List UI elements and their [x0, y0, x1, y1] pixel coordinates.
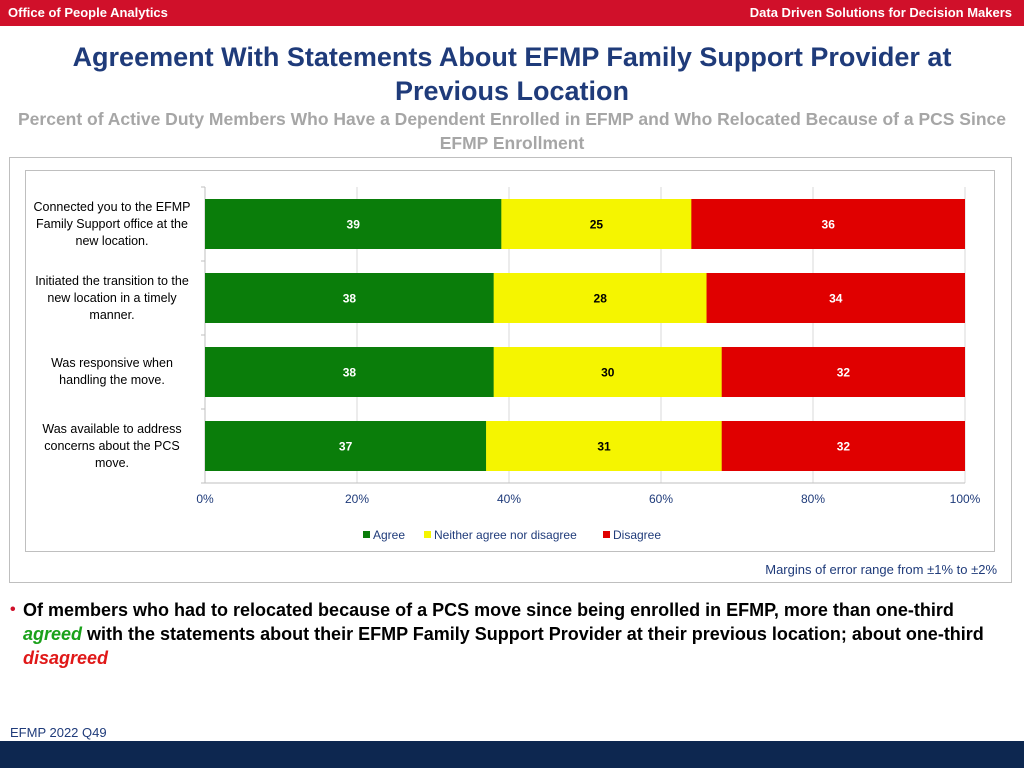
- data-label: 25: [590, 218, 604, 232]
- bar-segment-shade: [493, 347, 722, 397]
- legend-swatch: [603, 531, 610, 538]
- bar-segment-shade: [205, 273, 494, 323]
- finding-agreed: agreed: [23, 624, 83, 644]
- bar-segment-shade: [721, 347, 965, 397]
- legend-swatch: [363, 531, 370, 538]
- data-label: 39: [347, 218, 361, 232]
- key-finding-bullet: • Of members who had to relocated becaus…: [10, 598, 1014, 670]
- margin-of-error-note: Margins of error range from ±1% to ±2%: [765, 562, 997, 577]
- x-tick-label: 40%: [497, 492, 521, 506]
- bar-segment-shade: [205, 421, 487, 471]
- header-bar: Office of People Analytics Data Driven S…: [0, 0, 1024, 26]
- data-label: 30: [601, 366, 615, 380]
- bar-segment-shade: [706, 273, 965, 323]
- footer-bar: [0, 741, 1024, 768]
- x-tick-label: 100%: [950, 492, 981, 506]
- finding-part-1: Of members who had to relocated because …: [23, 600, 954, 620]
- x-tick-label: 80%: [801, 492, 825, 506]
- category-label: Was responsive when handling the move.: [51, 356, 173, 387]
- legend-swatch: [424, 531, 431, 538]
- data-label: 37: [339, 440, 353, 454]
- slide-title: Agreement With Statements About EFMP Fam…: [72, 42, 952, 106]
- bar-segment-shade: [486, 421, 722, 471]
- chart-outer-frame: [9, 157, 1012, 583]
- bar-segment-shade: [493, 273, 707, 323]
- bar-segment-shade: [721, 421, 965, 471]
- bar-segment-shade: [691, 199, 965, 249]
- x-tick-label: 0%: [196, 492, 214, 506]
- header-org-name: Office of People Analytics: [8, 5, 168, 20]
- data-label: 38: [343, 292, 357, 306]
- data-label: 36: [822, 218, 836, 232]
- data-label: 32: [837, 440, 851, 454]
- bar-segment-shade: [205, 199, 502, 249]
- header-tagline: Data Driven Solutions for Decision Maker…: [749, 5, 1012, 20]
- key-finding-text: Of members who had to relocated because …: [23, 598, 1014, 670]
- category-label: Was available to address concerns about …: [42, 422, 182, 470]
- category-label: Connected you to the EFMP Family Support…: [33, 200, 191, 248]
- category-label: Initiated the transition to the new loca…: [35, 274, 189, 322]
- x-tick-label: 60%: [649, 492, 673, 506]
- data-label: 28: [594, 292, 608, 306]
- legend-label: Disagree: [613, 528, 661, 542]
- legend-label: Agree: [373, 528, 405, 542]
- chart-plot-frame: [25, 170, 995, 552]
- finding-part-2: with the statements about their EFMP Fam…: [87, 624, 984, 644]
- data-label: 38: [343, 366, 357, 380]
- bar-segment-shade: [205, 347, 494, 397]
- slide-subtitle: Percent of Active Duty Members Who Have …: [18, 109, 1006, 153]
- finding-disagreed: disagreed: [23, 648, 109, 668]
- data-label: 34: [829, 292, 843, 306]
- data-label: 31: [597, 440, 611, 454]
- source-label: EFMP 2022 Q49: [10, 725, 107, 740]
- x-tick-label: 20%: [345, 492, 369, 506]
- legend-label: Neither agree nor disagree: [434, 528, 577, 542]
- data-label: 32: [837, 366, 851, 380]
- bar-segment-shade: [501, 199, 692, 249]
- bullet-dot-icon: •: [10, 601, 16, 618]
